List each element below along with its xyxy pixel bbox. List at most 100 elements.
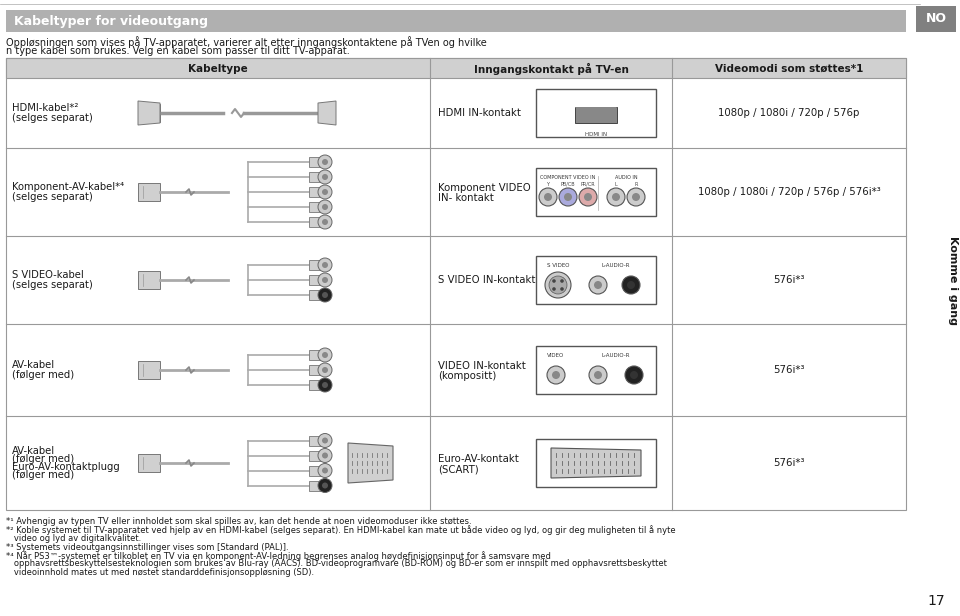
Circle shape <box>322 204 328 210</box>
Circle shape <box>579 188 597 206</box>
Text: 1080p / 1080i / 720p / 576p: 1080p / 1080i / 720p / 576p <box>718 108 860 118</box>
Polygon shape <box>138 101 160 125</box>
Bar <box>309 202 323 212</box>
Circle shape <box>318 215 332 229</box>
Text: 576i*³: 576i*³ <box>773 458 804 468</box>
Polygon shape <box>551 448 641 478</box>
Circle shape <box>561 279 564 283</box>
Bar <box>536 256 656 304</box>
Text: L-AUDIO-R: L-AUDIO-R <box>602 263 631 268</box>
Circle shape <box>318 155 332 169</box>
Bar <box>138 183 160 201</box>
Text: (følger med): (følger med) <box>12 370 74 380</box>
Bar <box>309 187 323 197</box>
Bar <box>138 454 160 472</box>
Text: AV-kabel: AV-kabel <box>12 360 55 370</box>
Text: PB/CB: PB/CB <box>561 182 575 187</box>
Circle shape <box>545 272 571 298</box>
Bar <box>309 450 323 461</box>
Text: (SCART): (SCART) <box>438 464 479 474</box>
Text: 1080p / 1080i / 720p / 576p / 576i*³: 1080p / 1080i / 720p / 576p / 576i*³ <box>698 187 880 197</box>
Bar <box>6 58 906 78</box>
Circle shape <box>627 188 645 206</box>
Circle shape <box>589 276 607 294</box>
Bar <box>6 58 906 510</box>
Bar <box>575 107 617 123</box>
Text: Komponent-AV-kabel*⁴: Komponent-AV-kabel*⁴ <box>12 182 124 192</box>
Circle shape <box>549 276 567 294</box>
Text: Euro-AV-kontaktplugg: Euro-AV-kontaktplugg <box>12 462 120 472</box>
Bar <box>138 104 160 122</box>
Circle shape <box>547 366 565 384</box>
Circle shape <box>594 371 602 379</box>
Bar <box>536 346 656 394</box>
Circle shape <box>559 188 577 206</box>
Circle shape <box>322 352 328 358</box>
Circle shape <box>594 281 602 289</box>
Circle shape <box>318 288 332 302</box>
Text: (selges separat): (selges separat) <box>12 192 93 202</box>
Text: Kabeltype: Kabeltype <box>188 63 248 73</box>
Circle shape <box>322 367 328 373</box>
Bar <box>309 172 323 182</box>
Circle shape <box>322 174 328 180</box>
Circle shape <box>322 482 328 488</box>
Text: Oppløsningen som vises på TV-apparatet, varierer alt etter inngangskontaktene på: Oppløsningen som vises på TV-apparatet, … <box>6 36 487 48</box>
Bar <box>309 350 323 360</box>
Text: VIDEO: VIDEO <box>547 353 564 358</box>
Bar <box>138 361 160 379</box>
Text: NO: NO <box>925 12 947 25</box>
Text: *¹ Avhengig av typen TV eller innholdet som skal spilles av, kan det hende at no: *¹ Avhengig av typen TV eller innholdet … <box>6 517 471 526</box>
Circle shape <box>322 189 328 195</box>
Circle shape <box>318 448 332 463</box>
Circle shape <box>544 193 552 201</box>
Text: VIDEO IN-kontakt: VIDEO IN-kontakt <box>438 361 526 371</box>
Circle shape <box>318 378 332 392</box>
Text: videoinnhold mates ut med nøstet standarddefinisjonsoppløsning (SD).: videoinnhold mates ut med nøstet standar… <box>6 568 314 577</box>
Bar <box>309 480 323 490</box>
Circle shape <box>322 292 328 298</box>
Bar <box>138 271 160 289</box>
Circle shape <box>318 200 332 214</box>
Text: opphavsrettsbeskyttelsesteknologien som brukes av Blu-ray (AACS). BD-videoprogra: opphavsrettsbeskyttelsesteknologien som … <box>6 559 667 569</box>
Text: Komponent VIDEO: Komponent VIDEO <box>438 183 531 193</box>
Circle shape <box>318 273 332 287</box>
Circle shape <box>561 287 564 291</box>
Text: S VIDEO: S VIDEO <box>547 263 569 268</box>
Circle shape <box>539 188 557 206</box>
Text: 17: 17 <box>927 594 945 608</box>
Text: L-AUDIO-R: L-AUDIO-R <box>602 353 631 358</box>
Polygon shape <box>575 107 617 111</box>
Circle shape <box>318 434 332 447</box>
Text: 576i*³: 576i*³ <box>773 365 804 375</box>
Bar <box>309 217 323 227</box>
Circle shape <box>322 262 328 268</box>
Circle shape <box>322 159 328 165</box>
Circle shape <box>552 279 556 283</box>
Bar <box>6 10 906 32</box>
Circle shape <box>584 193 592 201</box>
Text: Inngangskontakt på TV-en: Inngangskontakt på TV-en <box>473 62 629 75</box>
Text: (selges separat): (selges separat) <box>12 280 93 290</box>
Text: S VIDEO IN-kontakt: S VIDEO IN-kontakt <box>438 275 536 285</box>
Circle shape <box>318 363 332 377</box>
Text: Kabeltyper for videoutgang: Kabeltyper for videoutgang <box>14 15 208 28</box>
Circle shape <box>322 382 328 388</box>
Text: Komme i gang: Komme i gang <box>948 235 958 325</box>
Text: AUDIO IN: AUDIO IN <box>614 175 637 180</box>
Circle shape <box>622 276 640 294</box>
Polygon shape <box>348 443 393 483</box>
Circle shape <box>322 468 328 474</box>
Text: (kompositt): (kompositt) <box>438 371 496 381</box>
Circle shape <box>612 193 620 201</box>
Circle shape <box>632 193 640 201</box>
Text: PR/CR: PR/CR <box>581 182 595 187</box>
Text: (følger med): (følger med) <box>12 454 74 464</box>
Bar <box>309 380 323 390</box>
Polygon shape <box>318 101 336 125</box>
Circle shape <box>318 463 332 477</box>
Text: n type kabel som brukes. Velg en kabel som passer til ditt TV-apparat.: n type kabel som brukes. Velg en kabel s… <box>6 46 349 56</box>
Text: HDMI IN: HDMI IN <box>585 132 607 137</box>
Bar <box>916 6 956 32</box>
Text: HDMI IN-kontakt: HDMI IN-kontakt <box>438 108 521 118</box>
